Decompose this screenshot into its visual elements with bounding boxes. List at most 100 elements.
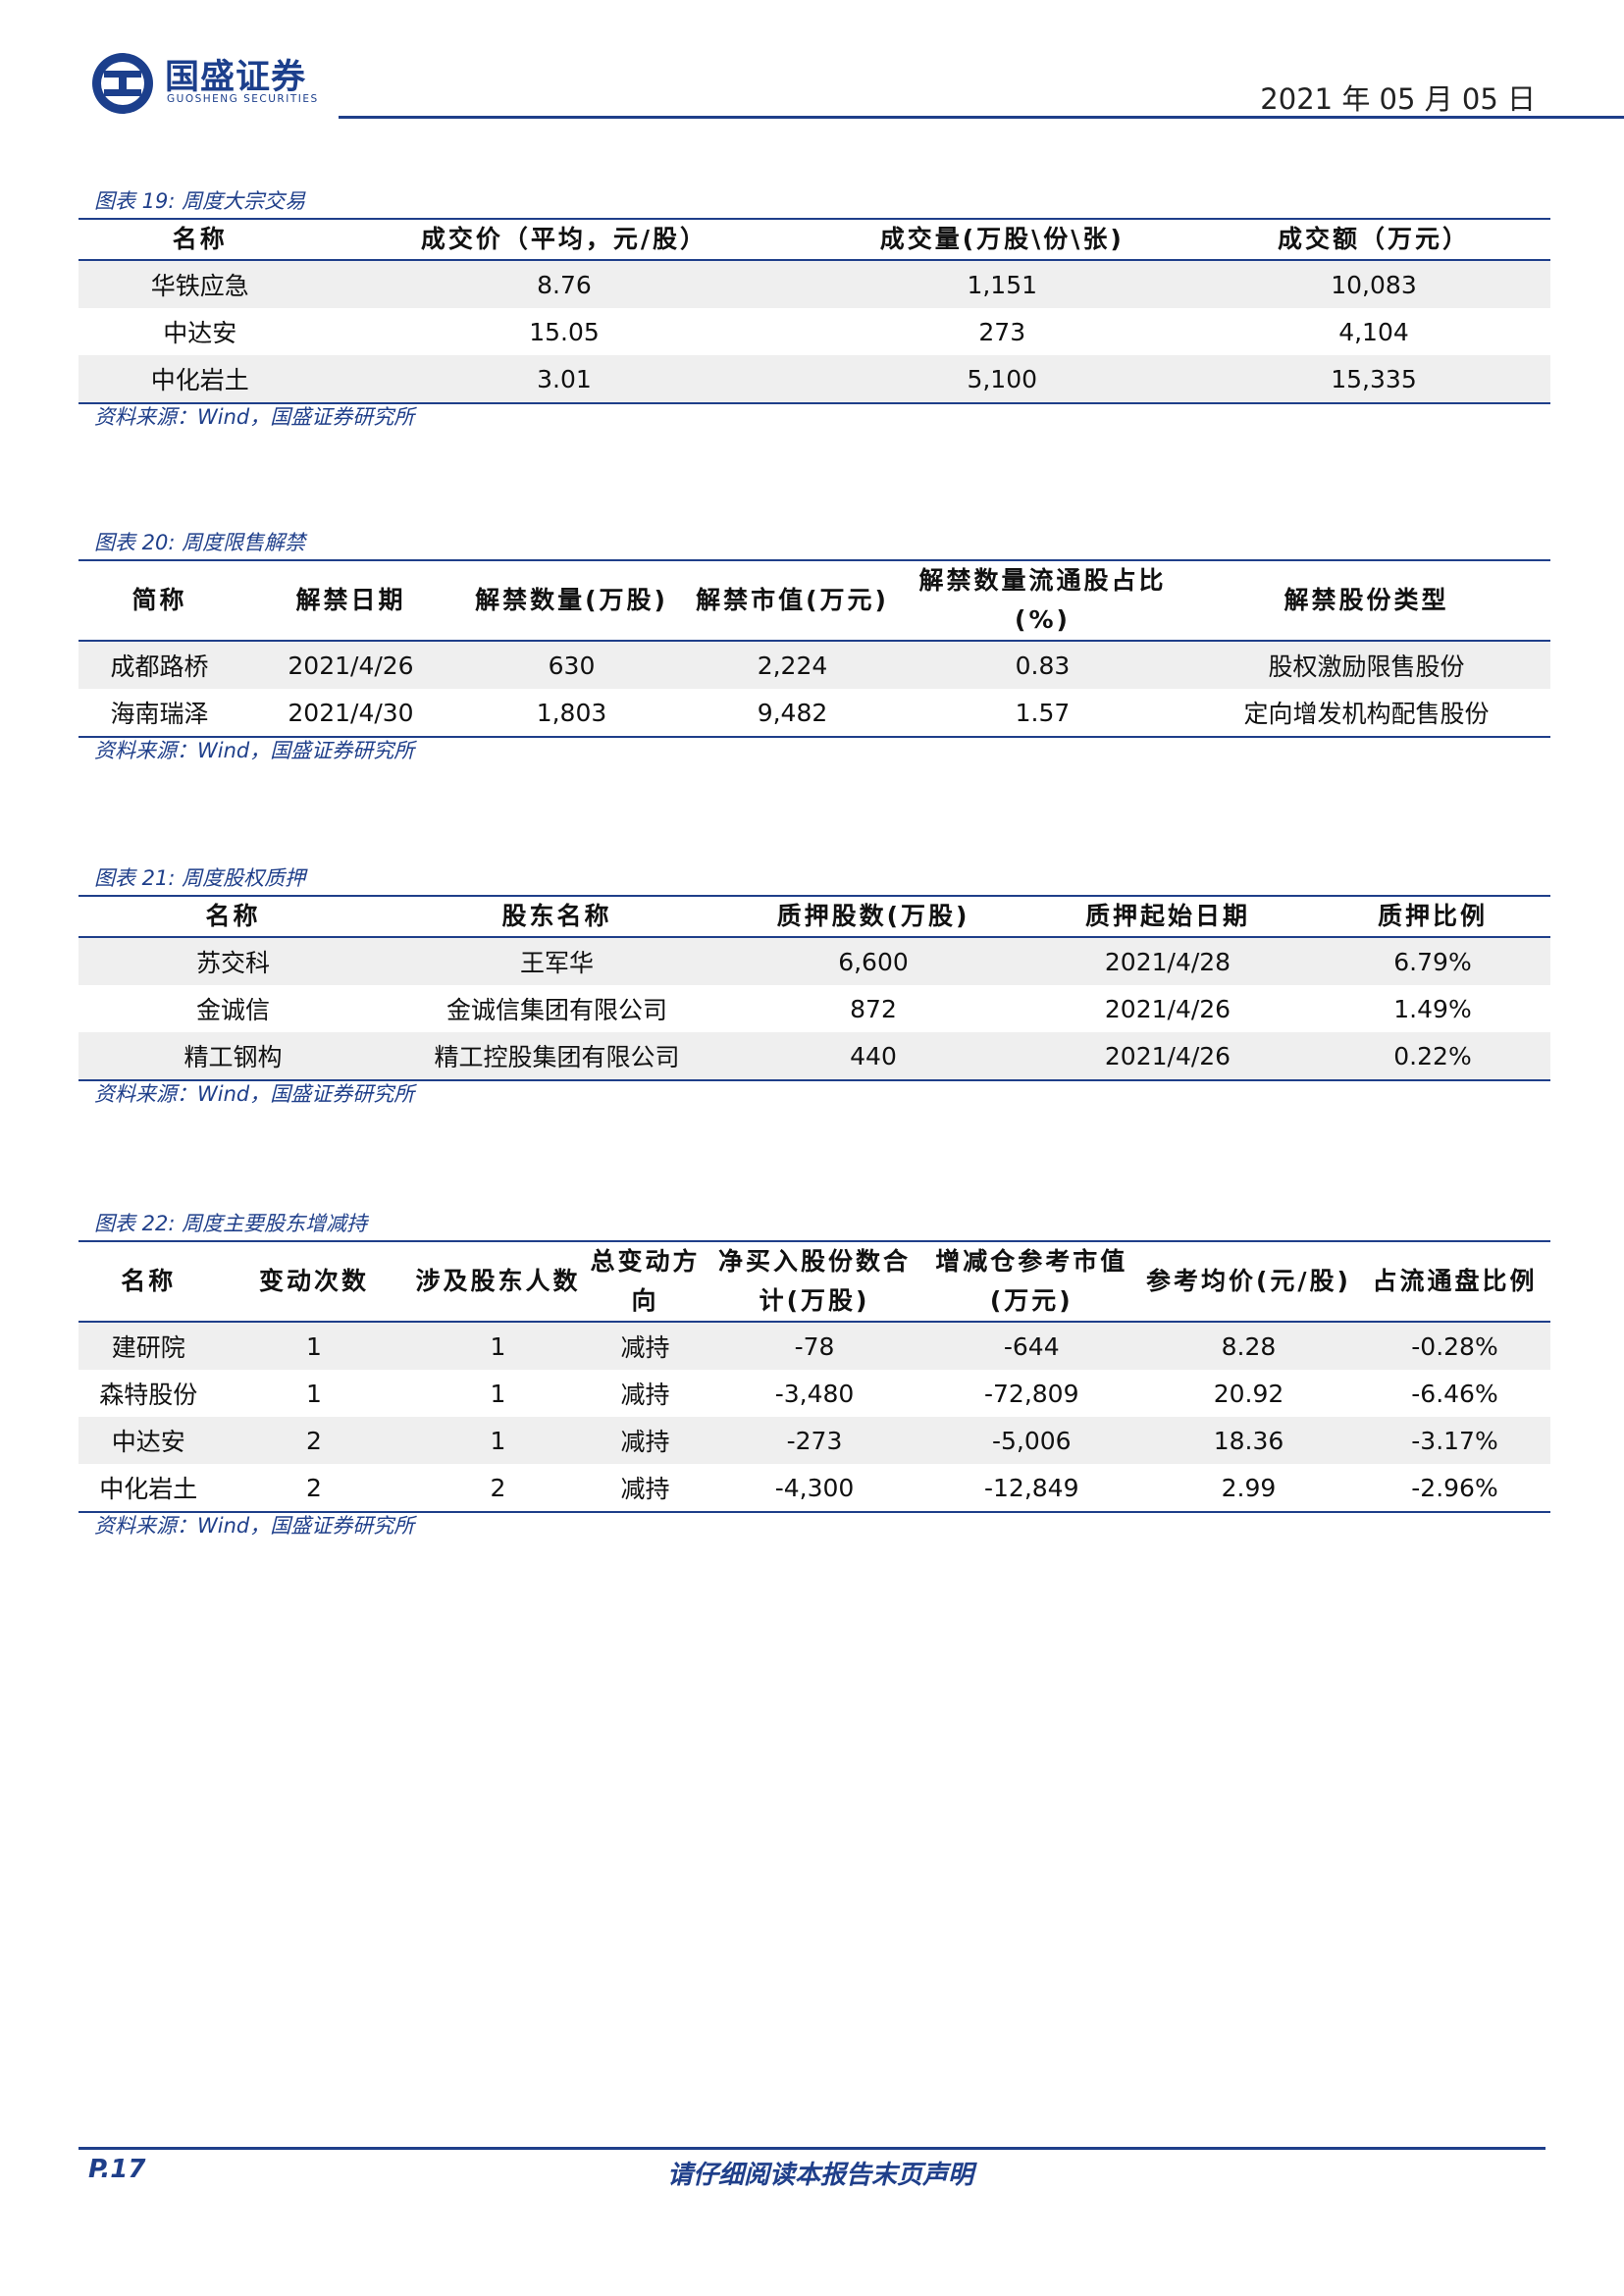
table-21-caption: 图表 21: 周度股权质押 bbox=[94, 866, 306, 890]
column-header: 名称 bbox=[205, 902, 261, 930]
table-cell: 2021/4/28 bbox=[1021, 937, 1315, 985]
column-header: 质押股数(万股) bbox=[776, 902, 970, 930]
table-cell: -5,006 bbox=[924, 1417, 1138, 1464]
column-header: 质押比例 bbox=[1377, 902, 1488, 930]
table-cell: 2021/4/26 bbox=[1021, 1032, 1315, 1080]
table-cell: 1.57 bbox=[1015, 698, 1071, 727]
table-cell: 3.01 bbox=[321, 355, 808, 403]
table-cell: 1 bbox=[490, 1379, 506, 1408]
table-cell: 苏交科 bbox=[79, 937, 388, 985]
table-cell: 减持 bbox=[620, 1475, 670, 1503]
table-19-caption: 图表 19: 周度大宗交易 bbox=[94, 189, 306, 213]
table-cell: -78 bbox=[704, 1322, 925, 1370]
table-row: 苏交科 王军华 6,600 2021/4/28 6.79% bbox=[79, 937, 1550, 985]
table-cell: 中化岩土 bbox=[99, 1475, 198, 1503]
table-cell: 1 bbox=[306, 1379, 322, 1408]
column-header: 解禁数量流通股占比(%) bbox=[918, 566, 1167, 634]
table-header-row: 名称 成交价（平均，元/股） 成交量(万股\份\张) 成交额（万元） bbox=[79, 219, 1550, 260]
table-cell: 精工控股集团有限公司 bbox=[388, 1032, 726, 1080]
header-divider bbox=[339, 116, 1624, 119]
table-cell: 华铁应急 bbox=[79, 260, 322, 308]
table-cell: 6.79% bbox=[1315, 937, 1550, 985]
table-cell: 减持 bbox=[586, 1322, 705, 1370]
table-cell: 872 bbox=[850, 994, 897, 1023]
page-number: P.17 bbox=[88, 2155, 146, 2184]
column-header: 成交额（万元） bbox=[1277, 225, 1470, 253]
table-22-source: 资料来源：Wind，国盛证券研究所 bbox=[94, 1514, 415, 1538]
column-header: 涉及股东人数 bbox=[415, 1267, 581, 1295]
table-row: 森特股份 1 1 减持 -3,480 -72,809 20.92 -6.46% bbox=[79, 1370, 1550, 1417]
table-20-section: 图表 20: 周度限售解禁 简称 解禁日期 解禁数量(万股) 解禁市值(万元) … bbox=[79, 526, 1550, 763]
table-row: 成都路桥 2021/4/26 630 2,224 0.83 股权激励限售股份 bbox=[79, 641, 1550, 689]
table-header-row: 简称 解禁日期 解禁数量(万股) 解禁市值(万元) 解禁数量流通股占比(%) 解… bbox=[79, 560, 1550, 641]
table-cell: -273 bbox=[704, 1417, 925, 1464]
table-21-section: 图表 21: 周度股权质押 名称 股东名称 质押股数(万股) 质押起始日期 质押… bbox=[79, 861, 1550, 1107]
table-cell: -3,480 bbox=[774, 1379, 855, 1408]
table-cell: 18.36 bbox=[1138, 1417, 1359, 1464]
table-row: 金诚信 金诚信集团有限公司 872 2021/4/26 1.49% bbox=[79, 985, 1550, 1032]
table-cell: -644 bbox=[924, 1322, 1138, 1370]
table-cell: 森特股份 bbox=[99, 1381, 198, 1409]
table-cell: 股权激励限售股份 bbox=[1182, 641, 1550, 689]
column-header: 股东名称 bbox=[501, 902, 612, 930]
report-date: 2021 年 05 月 05 日 bbox=[1260, 82, 1536, 116]
column-header: 净买入股份数合计(万股) bbox=[717, 1247, 911, 1315]
table-cell: 海南瑞泽 bbox=[110, 700, 209, 728]
column-header: 成交量(万股\份\张) bbox=[879, 225, 1125, 253]
column-header: 解禁数量(万股) bbox=[475, 586, 668, 614]
table-cell: 减持 bbox=[620, 1381, 670, 1409]
table-20-caption: 图表 20: 周度限售解禁 bbox=[94, 531, 306, 554]
page-header: 国盛证券 GUOSHENG SECURITIES 2021 年 05 月 05 … bbox=[79, 39, 1624, 120]
table-21-source: 资料来源：Wind，国盛证券研究所 bbox=[94, 1082, 415, 1106]
shareholder-change-table: 名称 变动次数 涉及股东人数 总变动方向 净买入股份数合计(万股) 增减仓参考市… bbox=[79, 1240, 1550, 1513]
table-cell: 成都路桥 bbox=[79, 641, 240, 689]
table-cell: 2021/4/26 bbox=[1104, 994, 1231, 1023]
table-row: 华铁应急 8.76 1,151 10,083 bbox=[79, 260, 1550, 308]
block-trade-table: 名称 成交价（平均，元/股） 成交量(万股\份\张) 成交额（万元） 华铁应急 … bbox=[79, 218, 1550, 404]
table-cell: 1,151 bbox=[807, 260, 1197, 308]
column-header: 质押起始日期 bbox=[1084, 902, 1250, 930]
table-19-source: 资料来源：Wind，国盛证券研究所 bbox=[94, 405, 415, 429]
table-cell: 中达安 bbox=[163, 319, 237, 347]
table-cell: 440 bbox=[726, 1032, 1021, 1080]
table-cell: 2021/4/30 bbox=[288, 698, 414, 727]
column-header: 占流通盘比例 bbox=[1372, 1267, 1538, 1295]
footer-divider bbox=[79, 2147, 1545, 2150]
column-header: 名称 bbox=[121, 1267, 177, 1295]
column-header: 增减仓参考市值(万元) bbox=[935, 1247, 1128, 1315]
table-cell: -3.17% bbox=[1359, 1417, 1550, 1464]
table-row: 建研院 1 1 减持 -78 -644 8.28 -0.28% bbox=[79, 1322, 1550, 1370]
guosheng-logo-icon bbox=[92, 53, 153, 114]
table-cell: 中化岩土 bbox=[79, 355, 322, 403]
table-cell: 精工钢构 bbox=[79, 1032, 388, 1080]
column-header: 解禁日期 bbox=[295, 586, 406, 614]
table-cell: -6.46% bbox=[1411, 1379, 1498, 1408]
table-22-caption: 图表 22: 周度主要股东增减持 bbox=[94, 1212, 368, 1235]
brand-name-en: GUOSHENG SECURITIES bbox=[167, 93, 319, 105]
table-cell: 2,224 bbox=[682, 641, 903, 689]
column-header: 参考均价(元/股) bbox=[1146, 1267, 1351, 1295]
table-cell: 15,335 bbox=[1197, 355, 1550, 403]
table-cell: 2 bbox=[490, 1473, 506, 1502]
table-cell: 1 bbox=[218, 1322, 410, 1370]
table-22-section: 图表 22: 周度主要股东增减持 名称 变动次数 涉及股东人数 总变动方向 净买… bbox=[79, 1207, 1550, 1539]
table-cell: 630 bbox=[461, 641, 682, 689]
table-cell: -12,849 bbox=[984, 1473, 1079, 1502]
table-cell: 2 bbox=[218, 1417, 410, 1464]
column-header: 总变动方向 bbox=[590, 1247, 701, 1315]
column-header: 名称 bbox=[172, 225, 228, 253]
table-cell: 金诚信集团有限公司 bbox=[445, 996, 667, 1024]
table-cell: 9,482 bbox=[757, 698, 828, 727]
table-cell: 2021/4/26 bbox=[240, 641, 461, 689]
table-cell: 8.28 bbox=[1138, 1322, 1359, 1370]
table-cell: 273 bbox=[978, 317, 1026, 346]
brand-logo: 国盛证券 GUOSHENG SECURITIES bbox=[79, 49, 373, 114]
table-cell: 4,104 bbox=[1338, 317, 1409, 346]
table-cell: 6,600 bbox=[726, 937, 1021, 985]
table-cell: -72,809 bbox=[984, 1379, 1079, 1408]
table-cell: -4,300 bbox=[774, 1473, 855, 1502]
column-header: 成交价（平均，元/股） bbox=[420, 225, 708, 253]
table-row: 精工钢构 精工控股集团有限公司 440 2021/4/26 0.22% bbox=[79, 1032, 1550, 1080]
disclaimer-note: 请仔细阅读本报告末页声明 bbox=[667, 2161, 974, 2190]
column-header: 变动次数 bbox=[258, 1267, 369, 1295]
